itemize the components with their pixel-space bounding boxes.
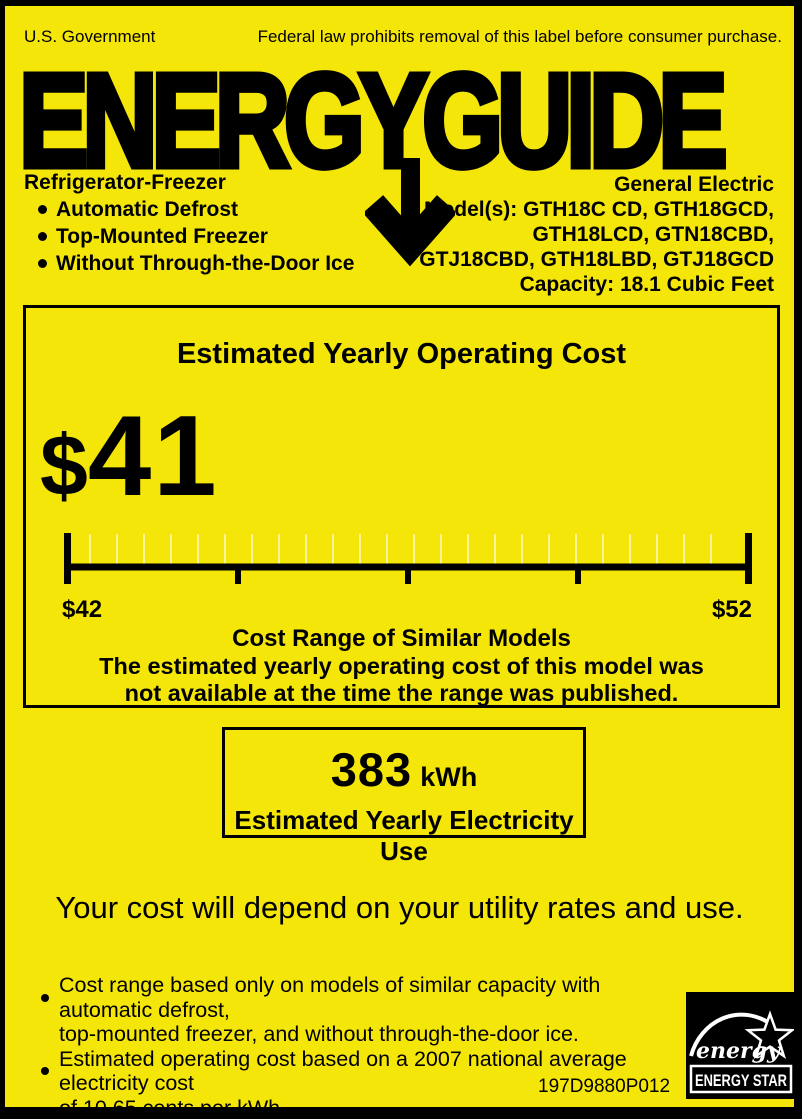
- scale-note-line: The estimated yearly operating cost of t…: [99, 653, 704, 679]
- utility-note: Your cost will depend on your utility ra…: [55, 890, 744, 925]
- feature-label: Automatic Defrost: [56, 198, 239, 221]
- energyguide-logo: ENERGYGUIDE: [17, 44, 731, 199]
- cost-range-scale: [64, 533, 752, 584]
- federal-law-text: Federal law prohibits removal of this la…: [257, 27, 782, 46]
- manufacturer-info: General Electric Model(s): GTH18C CD, GT…: [419, 172, 774, 297]
- scale-min-label: $42: [62, 596, 103, 623]
- electricity-use-value-line: 383 kWh: [225, 746, 583, 793]
- footnote-line: Estimated operating cost based on a 2007…: [41, 1047, 671, 1096]
- bullet-icon: [41, 993, 49, 1002]
- bullet-icon: [41, 1067, 49, 1075]
- currency-symbol: $: [40, 418, 88, 514]
- energy-star-label: ENERGY STAR: [695, 1072, 787, 1090]
- product-type: Refrigerator-Freezer: [24, 171, 226, 194]
- footnote-text: Estimated operating cost based on a 2007…: [59, 1046, 627, 1096]
- electricity-use-box: 383 kWh Estimated Yearly Electricity Use: [222, 727, 586, 866]
- model-line: GTJ18CBD, GTH18LBD, GTJ18GCD: [419, 248, 774, 271]
- header: U.S. Government Federal law prohibits re…: [24, 27, 782, 47]
- footnote-line: of 10.65 cents per kWh.: [59, 1095, 287, 1119]
- footnote-line: Cost range based only on models of simil…: [41, 973, 671, 1022]
- footnote-line: top-mounted freezer, and without through…: [59, 1022, 579, 1046]
- yearly-cost-value: $41: [40, 400, 219, 514]
- feature-label: Top-Mounted Freezer: [56, 225, 268, 248]
- brand-name: General Electric: [614, 173, 774, 196]
- scale-hatch: [82, 534, 737, 564]
- footnotes: Cost range based only on models of simil…: [41, 973, 671, 1119]
- kwh-value: 383: [330, 743, 413, 796]
- part-number: 197D9880P012: [538, 1076, 671, 1097]
- electricity-use-label: Estimated Yearly Electricity Use: [234, 805, 574, 866]
- operating-cost-box: Estimated Yearly Operating Cost $41 $42 …: [23, 305, 780, 708]
- model-line: Model(s): GTH18C CD, GTH18GCD,: [423, 198, 774, 221]
- scale-caption: Cost Range of Similar Models: [232, 625, 571, 652]
- product-info: Refrigerator-Freezer Automatic Defrost T…: [24, 169, 354, 277]
- energy-star-logo: energy ENERGY STAR: [686, 992, 794, 1099]
- government-text: U.S. Government: [24, 27, 156, 46]
- footnote-text: Cost range based only on models of simil…: [59, 973, 601, 1022]
- bullet-icon: [38, 232, 47, 241]
- operating-cost-title: Estimated Yearly Operating Cost: [176, 338, 627, 370]
- capacity-line: Capacity: 18.1 Cubic Feet: [519, 273, 774, 296]
- model-line: GTH18LCD, GTN18CBD,: [532, 223, 774, 246]
- feature-label: Without Through-the-Door Ice: [56, 252, 355, 275]
- energy-star-band: [689, 1064, 793, 1094]
- scale-max-label: $52: [711, 596, 752, 623]
- scale-note-line: not available at the time the range was …: [124, 680, 679, 706]
- bullet-icon: [38, 259, 47, 268]
- feature-item: Without Through-the-Door Ice: [38, 250, 354, 277]
- energy-star-star-icon: [744, 1010, 794, 1060]
- kwh-unit: kWh: [420, 762, 478, 792]
- bullet-icon: [38, 205, 47, 214]
- cost-amount: 41: [87, 393, 219, 520]
- feature-item: Top-Mounted Freezer: [38, 223, 354, 250]
- energy-star-script: energy: [696, 1038, 782, 1064]
- feature-item: Automatic Defrost: [38, 196, 354, 223]
- energy-star-arc: [689, 1012, 776, 1057]
- down-arrow-icon: [365, 158, 455, 267]
